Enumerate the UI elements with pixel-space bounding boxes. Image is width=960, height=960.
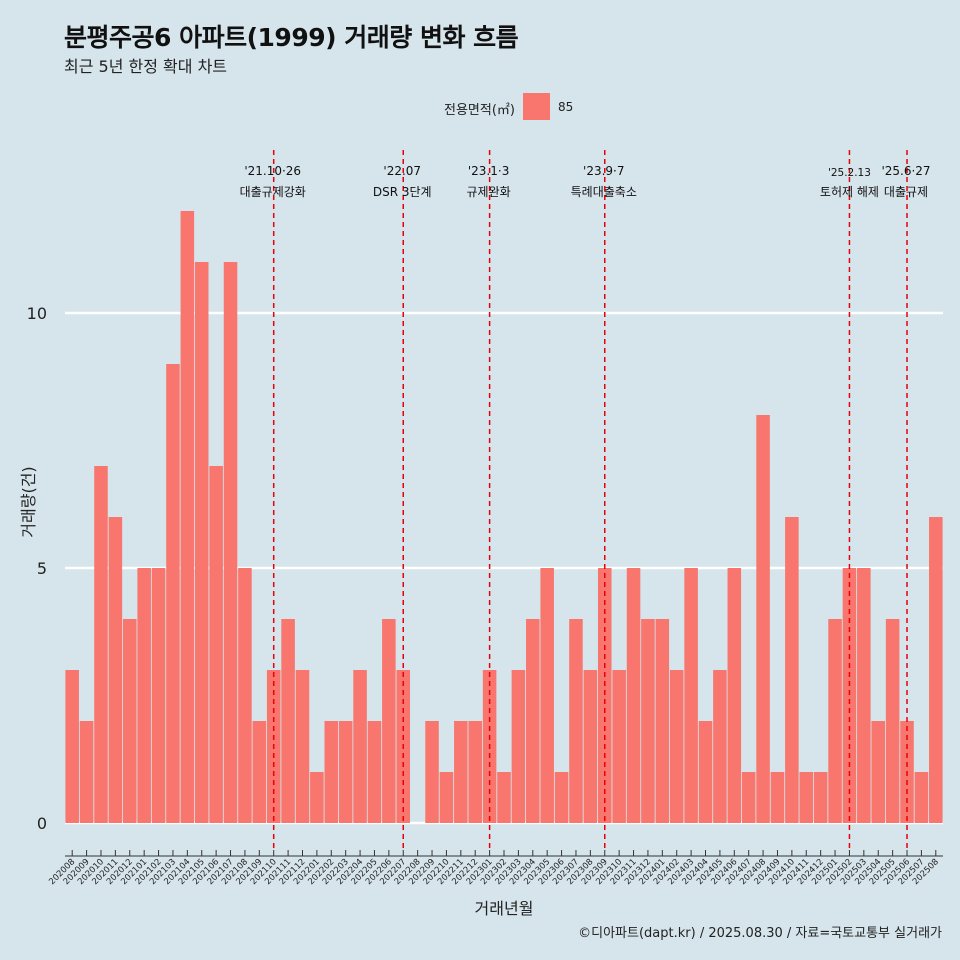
bar-202211 [454, 721, 468, 823]
bar-202212 [468, 721, 482, 823]
bar-202310 [612, 670, 626, 823]
bar-202404 [698, 721, 713, 823]
bar-202309 [597, 568, 612, 823]
chart-subtitle: 최근 5년 한정 확대 차트 [64, 57, 228, 76]
bar-202111 [281, 619, 295, 823]
bar-202107 [223, 262, 238, 823]
chart-title: 분평주공6 아파트(1999) 거래량 변화 흐름 [64, 23, 519, 52]
bar-202402 [669, 670, 684, 823]
bar-202408 [756, 415, 770, 823]
legend-key-85 [523, 93, 550, 120]
legend-label-85: 85 [558, 100, 574, 114]
bar-202101 [137, 568, 151, 823]
bar-202407 [741, 772, 756, 823]
annotation-date-202309: '23.9·7 [583, 164, 624, 178]
annotation-date-202502: '25.2.13 [828, 167, 871, 179]
bar-202202 [324, 721, 339, 823]
bar-202204 [353, 670, 367, 823]
bar-202412 [813, 772, 828, 823]
bar-202010 [94, 466, 108, 823]
bar-202311 [626, 568, 641, 823]
bar-202102 [151, 568, 166, 823]
bar-202507 [914, 772, 929, 823]
bar-202411 [799, 772, 814, 823]
bar-202406 [727, 568, 742, 823]
bar-202008 [65, 670, 79, 823]
annotation-label-202309: 특례대출축소 [571, 185, 637, 199]
annotation-label-202207: DSR 3단계 [373, 185, 432, 199]
bar-202405 [713, 670, 727, 823]
bar-202105 [194, 262, 209, 823]
bar-202403 [684, 568, 698, 823]
bar-202009 [79, 721, 94, 823]
bar-202206 [382, 619, 396, 823]
annotation-date-202506: '25.6·27 [881, 164, 930, 178]
bar-202308 [583, 670, 598, 823]
annotation-label-202110: 대출규제강화 [240, 185, 306, 199]
bar-202505 [885, 619, 900, 823]
bar-202508 [929, 517, 943, 823]
y-tick-label-0: 0 [37, 814, 47, 833]
bar-202201 [310, 772, 324, 823]
bar-202112 [295, 670, 310, 823]
bar-202302 [497, 772, 511, 823]
annotation-label-202502: 토허제 해제 [820, 185, 879, 199]
y-axis-title: 거래량(건) [19, 466, 38, 537]
bar-202304 [526, 619, 540, 823]
bar-202409 [770, 772, 785, 823]
bar-202401 [655, 619, 670, 823]
y-tick-label-5: 5 [37, 559, 47, 578]
bar-202104 [180, 211, 195, 823]
annotation-label-202506: 대출규제 [884, 185, 928, 199]
bar-202012 [123, 619, 137, 823]
y-tick-label-10: 10 [27, 304, 47, 323]
legend: 전용면적(㎡) 85 [0, 93, 960, 121]
bar-202501 [828, 619, 842, 823]
bar-202109 [252, 721, 267, 823]
bar-202106 [209, 466, 223, 823]
bar-202410 [785, 517, 799, 823]
bar-202307 [569, 619, 583, 823]
bar-202103 [166, 364, 180, 823]
bar-202502 [842, 568, 857, 823]
annotation-date-202110: '21.10·26 [244, 164, 301, 178]
bar-202303 [511, 670, 526, 823]
bar-202306 [554, 772, 569, 823]
bar-202210 [439, 772, 454, 823]
annotation-date-202207: '22.07 [383, 164, 421, 178]
bar-202108 [238, 568, 252, 823]
bar-202203 [338, 721, 353, 823]
bar-202312 [641, 619, 655, 823]
bar-202504 [871, 721, 885, 823]
source-caption: ©디아파트(dapt.kr) / 2025.08.30 / 자료=국토교통부 실… [578, 926, 942, 941]
legend-title: 전용면적(㎡) [444, 103, 515, 118]
x-axis-title: 거래년월 [475, 899, 534, 918]
bar-202305 [540, 568, 554, 823]
bar-202503 [857, 568, 871, 823]
annotation-date-202301: '23.1·3 [468, 164, 509, 178]
bar-202011 [108, 517, 123, 823]
annotation-label-202301: 규제완화 [467, 185, 511, 199]
bar-202209 [425, 721, 439, 823]
bar-202205 [367, 721, 382, 823]
